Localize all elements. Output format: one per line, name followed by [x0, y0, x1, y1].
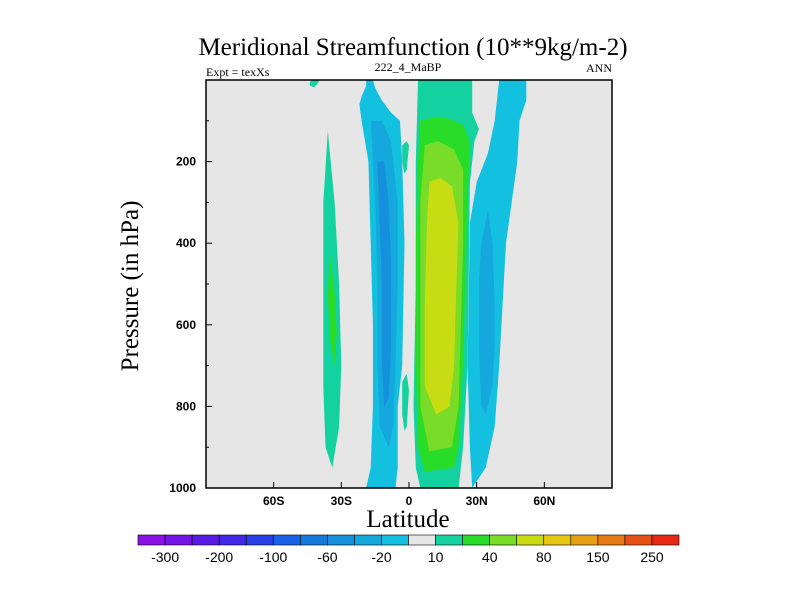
colorbar-label: 80 [536, 549, 552, 565]
contour-region-6 [402, 141, 409, 174]
colorbar-label: 40 [482, 549, 498, 565]
colorbar-swatch [191, 534, 220, 546]
y-tick-label: 1000 [169, 481, 196, 495]
x-tick-label: 30N [466, 494, 488, 508]
colorbar-label: 10 [428, 549, 444, 565]
chart-title: Meridional Streamfunction (10**9kg/m-2) [198, 34, 627, 61]
colorbar-swatch [354, 534, 382, 546]
contour-region-11 [424, 177, 459, 415]
colorbar-label: -100 [259, 549, 287, 565]
experiment-id: 222_4_MaBP [375, 60, 442, 74]
x-axis-label: Latitude [366, 506, 449, 533]
colorbar-label: 150 [586, 549, 610, 565]
colorbar-swatch [651, 534, 680, 546]
colorbar-swatch [543, 534, 572, 546]
y-tick-label: 400 [176, 236, 196, 250]
x-tick-label: 60S [263, 494, 284, 508]
colorbar-label: -60 [317, 549, 337, 565]
contour-layer [309, 80, 527, 488]
colorbar-swatch [570, 534, 599, 546]
axis-ticks: 60S 30S 0 30N 60N 200 400 600 800 1000 [169, 120, 555, 508]
contour-region-2 [327, 255, 337, 366]
colorbar-swatch [489, 534, 517, 546]
contour-region-7 [402, 373, 409, 431]
y-tick-label: 800 [176, 399, 196, 413]
plot-background [206, 80, 612, 488]
colorbar-label: 250 [640, 549, 664, 565]
colorbar-swatch [272, 534, 301, 546]
contour-region-0 [309, 80, 319, 88]
x-tick-label: 60N [533, 494, 555, 508]
x-tick-label: 0 [406, 494, 413, 508]
colorbar-swatch [516, 534, 545, 546]
y-tick-label: 200 [176, 155, 196, 169]
x-tick-label: 30S [331, 494, 352, 508]
colorbar-swatch [137, 534, 166, 546]
colorbar-swatch [164, 534, 193, 546]
colorbar-swatch [218, 534, 247, 546]
season-label: ANN [586, 61, 612, 75]
colorbar-label: -200 [205, 549, 233, 565]
contour-region-13 [478, 210, 495, 415]
colorbar-swatch [435, 534, 463, 546]
y-axis-label: Pressure (in hPa) [117, 201, 144, 372]
y-tick-label: 600 [176, 318, 196, 332]
colorbar-swatch [327, 534, 355, 546]
colorbar-label: -20 [371, 549, 391, 565]
colorbar-swatch [462, 534, 490, 546]
colorbar-label: -300 [151, 549, 179, 565]
colorbar-swatch [408, 534, 436, 546]
colorbar-swatch [381, 534, 409, 546]
colorbar-swatch [299, 534, 328, 546]
experiment-label: Expt = texXs [206, 65, 270, 79]
colorbar-swatch [245, 534, 274, 546]
colorbar-swatch [597, 534, 626, 546]
colorbar-swatch [624, 534, 653, 546]
contour-region-5 [377, 161, 391, 407]
colorbar: -300 -200 -100 -60 -20 10 40 80 150 250 [137, 534, 680, 565]
